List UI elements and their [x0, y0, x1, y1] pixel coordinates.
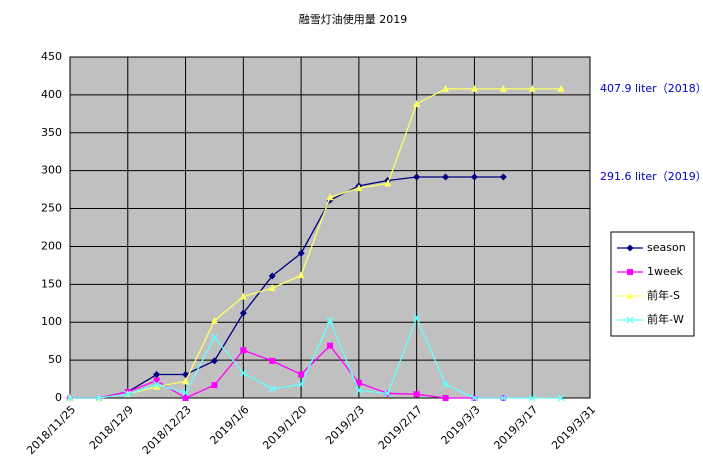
marker [355, 379, 362, 386]
y-tick-label: 300 [41, 164, 62, 177]
marker [298, 371, 305, 378]
marker [95, 394, 103, 402]
marker [470, 394, 478, 402]
marker [239, 309, 247, 317]
marker [442, 173, 450, 181]
x-tick-label: 2018/12/9 [87, 403, 136, 452]
legend-label: 前年-S [647, 288, 680, 302]
marker [355, 386, 363, 394]
marker [124, 390, 132, 398]
marker [182, 395, 189, 401]
legend [610, 231, 695, 337]
marker [442, 380, 450, 388]
marker [297, 271, 305, 279]
legend-label: 前年-W [647, 312, 684, 326]
x-tick-label: 2018/11/25 [24, 403, 78, 457]
marker [499, 173, 507, 181]
marker [627, 269, 633, 275]
annotation: 407.9 liter（2018） [600, 82, 703, 95]
marker [557, 84, 565, 92]
y-tick-label: 50 [48, 353, 62, 366]
x-tick-label: 2019/2/3 [323, 403, 367, 447]
marker [626, 244, 634, 252]
marker [153, 382, 161, 390]
marker [211, 382, 218, 389]
chart-title: 融雪灯油使用量 2019 [299, 12, 408, 26]
y-tick-label: 200 [41, 239, 62, 252]
y-tick-label: 450 [41, 50, 62, 63]
marker [153, 377, 160, 384]
plot-area [69, 56, 591, 399]
marker [239, 369, 247, 377]
marker [297, 249, 305, 257]
marker [210, 357, 218, 365]
y-tick-label: 100 [41, 315, 62, 328]
legend-label: season [647, 241, 686, 254]
marker [182, 377, 190, 385]
x-tick-label: 2019/3/31 [549, 403, 598, 452]
x-tick-label: 2019/2/17 [376, 403, 425, 452]
y-tick-label: 150 [41, 277, 62, 290]
marker [413, 314, 421, 322]
marker [626, 316, 634, 324]
x-tick-label: 2018/12/23 [140, 403, 194, 457]
marker [470, 173, 478, 181]
x-tick-label: 2019/3/3 [439, 403, 483, 447]
annotation: 291.6 liter（2019） [600, 170, 703, 183]
marker [384, 389, 392, 397]
marker [470, 84, 478, 92]
marker [528, 394, 536, 402]
x-tick-label: 2019/1/6 [207, 403, 251, 447]
marker [413, 99, 421, 107]
marker [153, 371, 161, 379]
marker [442, 395, 449, 401]
marker [210, 316, 218, 324]
series-line [70, 315, 562, 399]
marker [326, 193, 334, 201]
marker [327, 342, 333, 349]
marker [182, 389, 190, 397]
marker [66, 394, 74, 402]
marker [528, 84, 536, 92]
marker [557, 394, 565, 402]
marker [240, 347, 247, 354]
series-line [70, 344, 504, 399]
marker [413, 173, 421, 181]
x-tick-label: 2019/1/20 [260, 403, 309, 452]
marker [153, 380, 161, 388]
marker [442, 84, 450, 92]
marker [326, 317, 334, 325]
marker [268, 272, 276, 280]
marker [384, 179, 392, 187]
marker [355, 184, 363, 192]
series-line [70, 88, 562, 399]
marker [297, 380, 305, 388]
marker [499, 394, 507, 402]
marker [210, 333, 218, 341]
marker [239, 292, 247, 300]
marker [499, 84, 507, 92]
y-tick-label: 400 [41, 88, 62, 101]
y-tick-label: 0 [55, 391, 62, 404]
marker [268, 284, 276, 292]
marker [269, 357, 276, 364]
x-tick-label: 2019/3/17 [491, 403, 540, 452]
series-line [70, 176, 504, 399]
marker [268, 385, 276, 393]
marker [626, 292, 634, 299]
y-tick-label: 350 [41, 126, 62, 139]
marker [413, 391, 420, 398]
legend-label: 1week [647, 265, 684, 278]
y-tick-label: 250 [41, 202, 62, 215]
